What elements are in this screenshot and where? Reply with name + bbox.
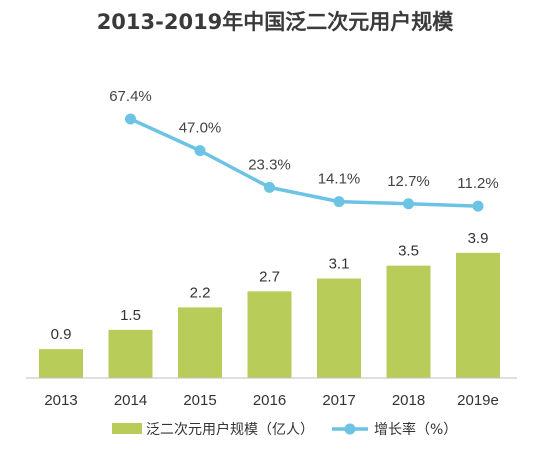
rate-point-2018	[403, 198, 414, 210]
rate-label-2016: 23.3%	[248, 156, 291, 173]
bar-2013	[39, 349, 83, 378]
bar-2019e	[456, 252, 500, 378]
x-tick-2018: 2018	[392, 392, 425, 409]
rate-point-2015	[194, 145, 206, 157]
legend-bar-label: 泛二次元用户规模（亿人）	[146, 421, 314, 438]
bar-label-2017: 3.1	[329, 255, 350, 272]
legend-line-marker	[344, 423, 356, 435]
rate-line-group: 67.4% 47.0% 23.3% 14.1% 12.7% 11.2%	[109, 88, 499, 212]
rate-line	[129, 117, 479, 208]
bar-2014	[108, 329, 153, 378]
rate-label-2019e: 11.2%	[457, 175, 498, 192]
x-tick-2015: 2015	[183, 392, 216, 409]
rate-label-2018: 12.7%	[387, 173, 430, 190]
bar-2016	[247, 291, 292, 378]
bars-group: 0.9 1.5 2.2 2.7 3.1 3.5 3.9	[39, 230, 500, 378]
rate-point-2016	[264, 181, 275, 193]
rate-label-2014: 67.4%	[109, 88, 152, 105]
rate-point-2014	[125, 113, 136, 125]
rate-label-2015: 47.0%	[179, 120, 222, 137]
legend-line-label: 增长率（%）	[374, 421, 457, 438]
x-tick-2013: 2013	[44, 392, 77, 409]
bar-label-2019e: 3.9	[468, 230, 489, 247]
x-tick-2014: 2014	[114, 392, 147, 409]
x-tick-2016: 2016	[253, 392, 286, 409]
rate-point-2019e	[472, 200, 484, 212]
bar-2017	[317, 278, 361, 378]
x-ticks-group: 2013 2014 2015 2016 2017 2018 2019e	[44, 392, 499, 409]
bar-label-2014: 1.5	[120, 307, 141, 324]
legend-bar-swatch	[112, 423, 142, 434]
bar-label-2018: 3.5	[398, 243, 419, 260]
x-tick-2019e: 2019e	[457, 392, 499, 409]
rate-point-2017	[333, 196, 345, 208]
bar-2018	[386, 265, 431, 378]
bar-label-2013: 0.9	[51, 326, 72, 343]
legend: 泛二次元用户规模（亿人） 增长率（%）	[112, 421, 457, 438]
rate-label-2017: 14.1%	[318, 171, 361, 188]
bar-label-2015: 2.2	[190, 284, 211, 301]
chart-title: 2013-2019年中国泛二次元用户规模	[96, 10, 454, 34]
bar-label-2016: 2.7	[259, 268, 280, 285]
x-tick-2017: 2017	[322, 392, 355, 409]
bar-2015	[178, 307, 222, 378]
